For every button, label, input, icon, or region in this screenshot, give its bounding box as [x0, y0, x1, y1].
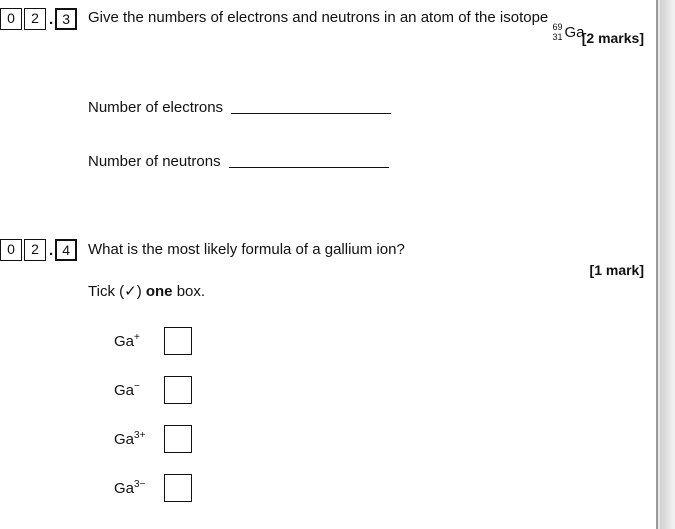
option-sup: −: [134, 381, 140, 392]
question-number-023: 0 2 . 3: [0, 8, 79, 30]
question-stem: Give the numbers of electrons and neutro…: [88, 9, 552, 26]
tick-box[interactable]: [164, 474, 192, 502]
tick-text: Tick (: [88, 283, 124, 300]
option-sup: 3+: [134, 430, 145, 441]
page-shadow: [660, 0, 675, 529]
option-base: Ga: [114, 431, 134, 448]
qnum-box: 4: [55, 239, 77, 261]
question-text-024: What is the most likely formula of a gal…: [88, 241, 405, 258]
tick-box[interactable]: [164, 376, 192, 404]
question-number-024: 0 2 . 4: [0, 239, 79, 261]
field-label: Number of electrons: [88, 99, 223, 116]
answer-line[interactable]: [231, 113, 391, 114]
marks-label-023: [2 marks]: [582, 30, 644, 46]
isotope-mass: 69: [552, 22, 562, 32]
tick-bold: one: [146, 283, 173, 300]
answer-field-neutrons: Number of neutrons: [88, 153, 389, 170]
tick-text: box.: [173, 283, 206, 300]
option-base: Ga: [114, 333, 134, 350]
option-row: Ga+: [114, 326, 192, 356]
qnum-box: 0: [0, 239, 22, 261]
answer-line[interactable]: [229, 167, 389, 168]
option-sup: 3−: [134, 479, 145, 490]
tick-icon: ✓: [124, 283, 137, 300]
option-row: Ga−: [114, 375, 192, 405]
option-base: Ga: [114, 382, 134, 399]
qnum-box: 2: [24, 239, 46, 261]
option-label: Ga3+: [114, 430, 164, 448]
tick-box[interactable]: [164, 327, 192, 355]
option-row: Ga3+: [114, 424, 192, 454]
qnum-box: 3: [55, 8, 77, 30]
qnum-dot: .: [49, 242, 53, 259]
option-row: Ga3−: [114, 473, 192, 503]
answer-field-electrons: Number of electrons: [88, 99, 391, 116]
tick-instruction: Tick (✓) one box.: [88, 282, 205, 300]
question-text-023: Give the numbers of electrons and neutro…: [88, 9, 628, 26]
exam-page: 0 2 . 3 Give the numbers of electrons an…: [0, 0, 658, 529]
option-base: Ga: [114, 480, 134, 497]
field-label: Number of neutrons: [88, 153, 221, 170]
option-sup: +: [134, 332, 140, 343]
isotope-atomic: 31: [552, 32, 562, 42]
qnum-dot: .: [49, 11, 53, 28]
tick-text: ): [137, 283, 146, 300]
option-label: Ga+: [114, 332, 164, 350]
qnum-box: 2: [24, 8, 46, 30]
tick-box[interactable]: [164, 425, 192, 453]
qnum-box: 0: [0, 8, 22, 30]
marks-label-024: [1 mark]: [590, 262, 644, 278]
option-label: Ga3−: [114, 479, 164, 497]
option-label: Ga−: [114, 381, 164, 399]
